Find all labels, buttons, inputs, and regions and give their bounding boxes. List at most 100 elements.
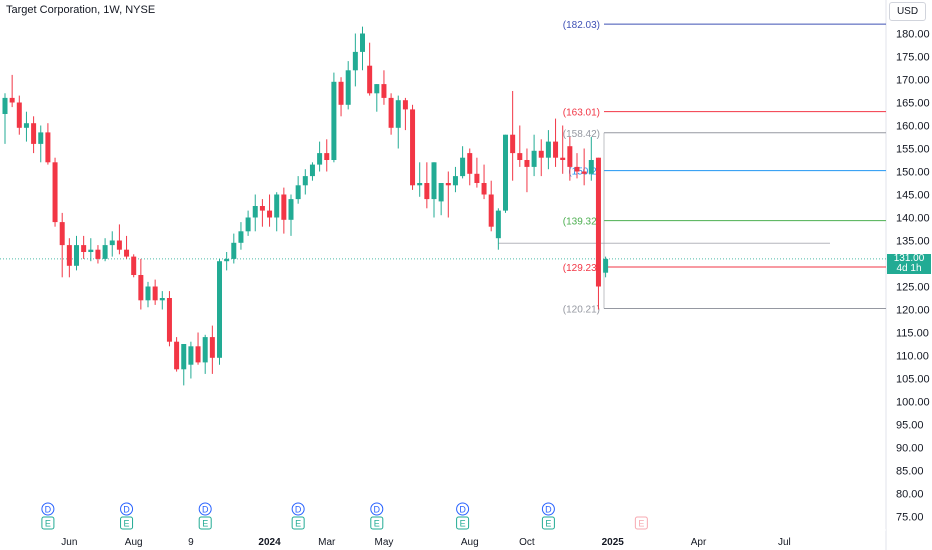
candle	[438, 183, 444, 216]
candle-body	[302, 176, 308, 186]
candle-body	[431, 162, 437, 200]
dividend-marker: D	[41, 502, 55, 516]
candle	[124, 235, 130, 259]
candle	[116, 224, 122, 255]
candle	[2, 93, 8, 144]
candle	[345, 61, 351, 110]
candle-body	[116, 240, 122, 250]
candle	[38, 125, 44, 163]
candle	[16, 95, 22, 135]
candle-body	[59, 222, 65, 246]
y-tick-label: 145.00	[896, 190, 930, 202]
currency-button[interactable]: USD	[889, 2, 926, 21]
candle-body	[581, 171, 587, 174]
candle-body	[274, 194, 280, 218]
candle-body	[159, 298, 165, 301]
candle-body	[224, 258, 230, 262]
x-tick-label: 2024	[258, 537, 281, 548]
earnings-marker: E	[120, 516, 134, 530]
candle-body	[481, 183, 487, 195]
dividend-marker-circle	[541, 502, 555, 516]
dividend-marker: D	[370, 502, 384, 516]
candle	[581, 148, 587, 186]
candle-body	[2, 97, 8, 114]
y-tick-label: 80.00	[896, 489, 924, 501]
event-marker-letter: E	[545, 519, 551, 529]
candle-body	[588, 160, 594, 174]
candle	[467, 148, 473, 186]
candle	[495, 208, 501, 250]
candle	[374, 84, 380, 112]
event-marker-letter: D	[123, 505, 130, 515]
event-marker-letter: E	[638, 519, 644, 529]
earnings-marker-box	[634, 516, 648, 530]
candle	[388, 93, 394, 135]
candle-body	[131, 256, 137, 275]
y-tick-label: 120.00	[896, 305, 930, 317]
candle-body	[9, 97, 15, 103]
y-tick-label: 75.00	[896, 512, 924, 524]
candle-body	[209, 337, 215, 358]
candle-body	[23, 123, 29, 128]
candle-body	[360, 33, 365, 52]
candle-body	[259, 206, 265, 211]
candle	[595, 157, 601, 310]
y-tick-label: 135.00	[896, 236, 930, 248]
candle-body	[317, 153, 323, 165]
candle	[52, 157, 58, 227]
candle-body	[395, 100, 401, 128]
earnings-marker: E	[41, 516, 55, 530]
candle	[452, 166, 458, 193]
candle	[259, 199, 265, 227]
earnings-marker-box	[198, 516, 212, 530]
candle	[474, 157, 480, 188]
candle	[109, 231, 115, 257]
candle	[503, 134, 508, 213]
candle-body	[174, 341, 180, 370]
candle	[545, 130, 551, 170]
fib-level-label: (158.42)	[563, 129, 600, 140]
candle-body	[417, 183, 423, 186]
candle-body	[109, 240, 115, 246]
candle	[603, 256, 609, 278]
candle-body	[381, 84, 387, 98]
earnings-marker: E	[370, 516, 384, 530]
event-marker-letter: E	[202, 519, 208, 529]
candle	[317, 141, 323, 172]
candle-body	[295, 185, 301, 200]
candle	[360, 26, 365, 71]
fib-level-label: (139.32)	[563, 217, 600, 228]
candle	[181, 344, 187, 386]
candle-body	[503, 134, 508, 211]
candle-body	[281, 194, 287, 220]
event-marker-letter: E	[124, 519, 130, 529]
candle-body	[402, 100, 408, 110]
event-marker-letter: E	[295, 519, 301, 529]
earnings-marker-box	[41, 516, 55, 530]
candle-body	[445, 183, 451, 186]
earnings-marker: E	[541, 516, 555, 530]
fib-level-label: (120.21)	[563, 305, 600, 316]
candle	[23, 111, 29, 142]
candle-body	[181, 344, 187, 370]
candle-body	[38, 132, 44, 144]
candle-body	[538, 150, 544, 158]
y-tick-label: 125.00	[896, 282, 930, 294]
y-tick-label: 165.00	[896, 98, 930, 110]
y-tick-label: 95.00	[896, 420, 924, 432]
candle-body	[231, 242, 237, 259]
earnings-marker-box	[370, 516, 384, 530]
candle-body	[467, 153, 473, 174]
candle	[531, 134, 537, 177]
candle	[431, 162, 437, 218]
event-marker-letter: E	[374, 519, 380, 529]
candle	[445, 171, 451, 218]
dividend-marker: D	[291, 502, 305, 516]
candle	[9, 74, 15, 108]
candle	[252, 194, 258, 232]
dividend-marker: D	[541, 502, 555, 516]
x-tick-label: 2025	[602, 537, 625, 548]
candle	[538, 139, 544, 177]
candle	[417, 162, 423, 197]
